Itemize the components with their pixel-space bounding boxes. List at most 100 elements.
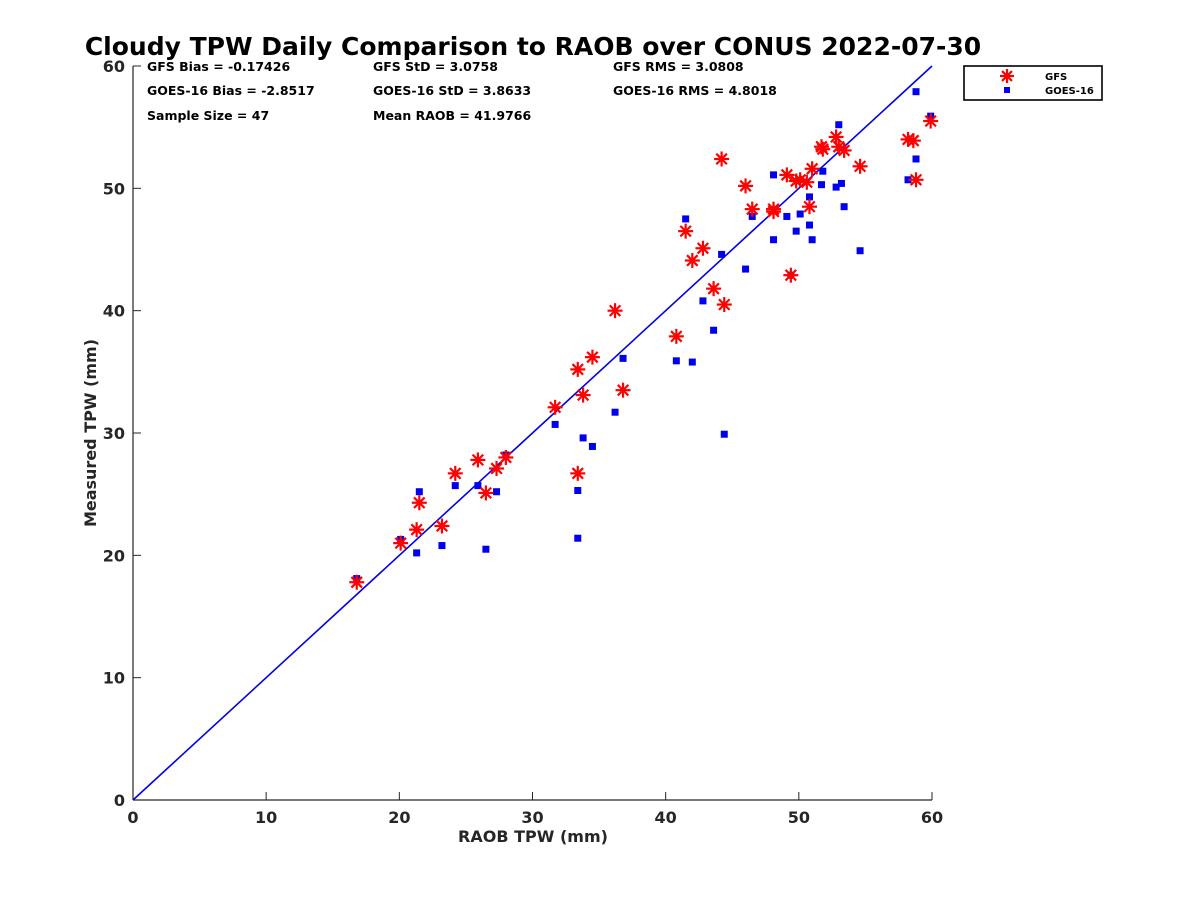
x-axis-label: RAOB TPW (mm) — [458, 827, 608, 846]
data-point-goes16 — [783, 213, 790, 220]
stat-label: GFS StD = 3.0758 — [373, 59, 498, 74]
y-tick-label: 0 — [114, 791, 125, 810]
y-tick-label: 10 — [103, 669, 125, 688]
stat-label: GFS RMS = 3.0808 — [613, 59, 744, 74]
data-point-gfs — [678, 224, 693, 239]
data-point-gfs — [548, 400, 563, 415]
data-point-gfs — [576, 388, 591, 403]
stat-label: Mean RAOB = 41.9766 — [373, 108, 531, 123]
data-point-gfs — [853, 159, 868, 174]
legend-marker-gfs — [1000, 69, 1014, 83]
data-point-gfs — [805, 161, 820, 176]
x-tick-label: 30 — [521, 808, 543, 827]
data-point-goes16 — [580, 434, 587, 441]
data-point-goes16 — [742, 266, 749, 273]
x-tick-label: 40 — [655, 808, 677, 827]
y-tick-label: 60 — [103, 57, 125, 76]
data-point-goes16 — [589, 443, 596, 450]
data-point-goes16 — [913, 88, 920, 95]
x-tick-label: 20 — [388, 808, 410, 827]
x-tick-label: 60 — [921, 808, 943, 827]
data-point-gfs — [799, 175, 814, 190]
y-tick-label: 50 — [103, 179, 125, 198]
x-tick-label: 50 — [788, 808, 810, 827]
chart-title: Cloudy TPW Daily Comparison to RAOB over… — [85, 32, 981, 61]
data-point-goes16 — [552, 421, 559, 428]
data-point-gfs — [706, 281, 721, 296]
data-point-goes16 — [841, 203, 848, 210]
data-point-goes16 — [770, 236, 777, 243]
data-point-gfs — [349, 575, 364, 590]
data-point-goes16 — [809, 236, 816, 243]
data-point-gfs — [570, 362, 585, 377]
data-point-goes16 — [710, 327, 717, 334]
x-tick-label: 10 — [255, 808, 277, 827]
data-point-goes16 — [682, 215, 689, 222]
data-point-gfs — [695, 241, 710, 256]
data-point-goes16 — [612, 409, 619, 416]
data-point-goes16 — [806, 222, 813, 229]
data-point-goes16 — [416, 488, 423, 495]
stat-label: GOES-16 StD = 3.8633 — [373, 83, 531, 98]
data-point-gfs — [714, 151, 729, 166]
data-point-goes16 — [438, 542, 445, 549]
data-point-gfs — [906, 133, 921, 148]
stat-label: GOES-16 Bias = -2.8517 — [147, 83, 315, 98]
data-point-gfs — [409, 522, 424, 537]
stat-label: Sample Size = 47 — [147, 108, 269, 123]
data-point-gfs — [685, 253, 700, 268]
stat-label: GOES-16 RMS = 4.8018 — [613, 83, 777, 98]
data-point-gfs — [717, 297, 732, 312]
data-point-goes16 — [913, 155, 920, 162]
data-point-goes16 — [699, 297, 706, 304]
data-point-gfs — [923, 114, 938, 129]
data-point-gfs — [669, 329, 684, 344]
data-point-goes16 — [413, 549, 420, 556]
data-point-gfs — [498, 450, 513, 465]
data-point-goes16 — [857, 247, 864, 254]
data-point-gfs — [478, 485, 493, 500]
data-point-gfs — [837, 143, 852, 158]
data-point-goes16 — [689, 359, 696, 366]
data-point-goes16 — [797, 211, 804, 218]
y-tick-label: 20 — [103, 546, 125, 565]
data-point-gfs — [802, 199, 817, 214]
data-point-gfs — [434, 518, 449, 533]
data-point-goes16 — [482, 546, 489, 553]
data-point-gfs — [393, 536, 408, 551]
data-point-goes16 — [718, 251, 725, 258]
legend: GFS GOES-16 — [964, 66, 1102, 100]
data-point-gfs — [829, 129, 844, 144]
stat-label: GFS Bias = -0.17426 — [147, 59, 290, 74]
data-point-gfs — [470, 452, 485, 467]
y-tick-label: 40 — [103, 302, 125, 321]
data-point-gfs — [570, 466, 585, 481]
data-point-gfs — [608, 303, 623, 318]
data-point-gfs — [738, 178, 753, 193]
data-point-gfs — [783, 268, 798, 283]
y-tick-label: 30 — [103, 424, 125, 443]
data-point-goes16 — [770, 171, 777, 178]
data-point-gfs — [412, 495, 427, 510]
data-point-goes16 — [574, 535, 581, 542]
data-point-gfs — [448, 466, 463, 481]
scatter-chart: Cloudy TPW Daily Comparison to RAOB over… — [0, 0, 1200, 900]
data-point-goes16 — [721, 431, 728, 438]
data-point-goes16 — [673, 357, 680, 364]
data-point-goes16 — [835, 121, 842, 128]
data-point-gfs — [489, 461, 504, 476]
legend-label: GFS — [1045, 72, 1067, 83]
data-point-goes16 — [838, 180, 845, 187]
data-point-gfs — [745, 202, 760, 217]
y-axis-label: Measured TPW (mm) — [81, 339, 100, 527]
data-point-gfs — [815, 142, 830, 157]
data-point-goes16 — [818, 181, 825, 188]
legend-marker-goes16 — [1004, 87, 1010, 93]
data-point-goes16 — [452, 482, 459, 489]
data-point-goes16 — [574, 487, 581, 494]
legend-label: GOES-16 — [1045, 86, 1094, 97]
x-tick-label: 0 — [127, 808, 138, 827]
data-point-gfs — [585, 350, 600, 365]
data-point-gfs — [616, 383, 631, 398]
data-point-gfs — [909, 172, 924, 187]
